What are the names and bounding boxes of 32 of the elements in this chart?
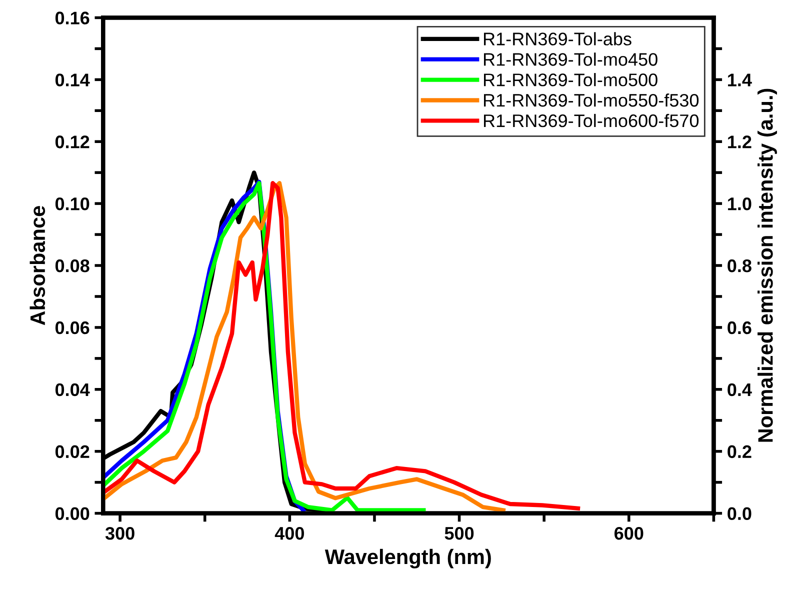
y2-tick-label: 0.4 xyxy=(728,383,752,396)
y-tick-label: 0.06 xyxy=(55,321,90,334)
y-tick-label: 0.02 xyxy=(55,445,90,458)
y-tick-label: 0.04 xyxy=(55,383,90,396)
y-tick-label: 0.08 xyxy=(55,259,90,272)
y-tick-label: 0.00 xyxy=(55,507,90,520)
y-tick-label: 0.12 xyxy=(55,136,90,148)
y2-tick-label: 0.6 xyxy=(728,321,752,334)
y-axis-title: Absorbance xyxy=(30,206,46,326)
line-series xyxy=(103,181,426,512)
x-tick-label: 600 xyxy=(614,526,644,540)
y2-tick-label: 0.2 xyxy=(728,445,752,458)
line-series xyxy=(103,181,506,512)
legend-label: R1-RN369-Tol-mo600-f570 xyxy=(484,114,699,128)
y-tick-label: 0.14 xyxy=(55,74,90,86)
y-tick-label: 0.10 xyxy=(55,197,90,210)
line-series xyxy=(103,181,580,510)
x-tick-label: 300 xyxy=(105,526,134,540)
x-axis-title: Wavelength (nm) xyxy=(324,548,491,568)
y2-tick-label: 1.0 xyxy=(728,197,752,210)
x-tick-label: 500 xyxy=(444,526,474,540)
legend-label: R1-RN369-Tol-mo550-f530 xyxy=(484,93,699,107)
legend-label: R1-RN369-Tol-mo450 xyxy=(484,52,658,66)
y2-tick-label: 0.8 xyxy=(728,259,752,272)
x-tick-label: 400 xyxy=(274,526,304,540)
y2-axis-title: Normalized emission intensity (a.u.) xyxy=(758,88,777,442)
y2-tick-label: 1.4 xyxy=(728,74,752,86)
y-tick-label: 0.16 xyxy=(55,12,90,24)
legend-label: R1-RN369-Tol-mo500 xyxy=(484,73,658,86)
y2-tick-label: 0.0 xyxy=(728,507,752,520)
legend-label: R1-RN369-Tol-abs xyxy=(484,32,632,46)
y2-tick-label: 1.2 xyxy=(728,136,752,148)
